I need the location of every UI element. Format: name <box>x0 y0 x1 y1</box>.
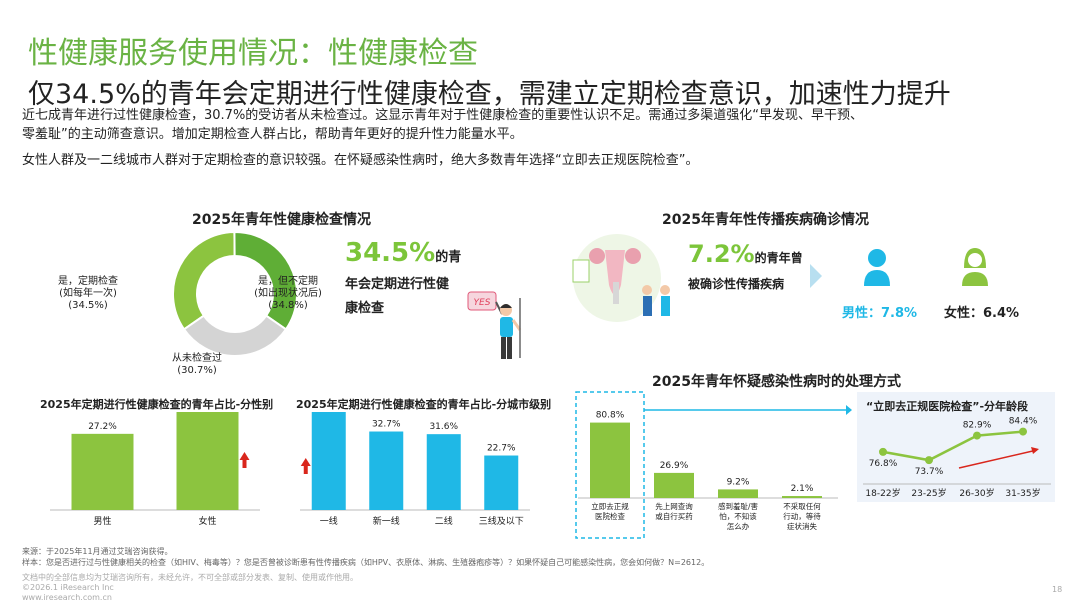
point-value-3: 84.4% <box>1009 417 1038 427</box>
std-male-value: 男性：7.8% <box>842 306 918 321</box>
donut-slice-2 <box>182 314 288 357</box>
city-chart-title: 2025年定期进行性健康检查的青年占比-分城市级别 <box>296 398 552 411</box>
point-3 <box>1019 427 1027 436</box>
point-0 <box>879 447 887 456</box>
response-chart-title: 2025年青年怀疑感染性病时的处理方式 <box>652 374 901 390</box>
bar-value-1: 26.9% <box>660 461 689 471</box>
point-value-2: 82.9% <box>963 421 992 431</box>
bar-2 <box>718 489 758 498</box>
male-icon <box>864 249 890 286</box>
bar-label-3: 三线及以下 <box>479 515 524 527</box>
callout-text-2: 年会定期进行性健 <box>345 277 450 292</box>
bar-value-3: 2.1% <box>791 484 814 494</box>
callout-text-1: 的青 <box>435 250 462 265</box>
bar-0 <box>71 433 134 510</box>
donut-label-regular: 是，定期检查 (如每年一次) (34.5%) <box>58 276 118 311</box>
trend-arrow-head-icon <box>1031 447 1039 454</box>
age-line <box>882 430 1024 462</box>
bar-2 <box>426 434 461 510</box>
age-label-1: 23-25岁 <box>911 487 946 499</box>
bar-label-3: 症状消失 <box>787 521 817 531</box>
donut-label-never: 从未检查过 (30.7%) <box>172 353 222 376</box>
chevron-right-icon <box>810 264 822 288</box>
bar-label-1: 新一线 <box>373 515 400 527</box>
bar-1 <box>654 472 694 498</box>
bar-label-1: 或自行买药 <box>655 511 693 521</box>
callout-value: 34.5% <box>345 238 436 268</box>
page-number: 18 <box>1052 585 1063 594</box>
bar-value-3: 22.7% <box>487 444 516 454</box>
bar-label-2: 怕，不知该 <box>719 511 757 521</box>
footer-sample: 样本：您是否进行过与性健康相关的检查（如HIV、梅毒等）？您是否曾被诊断患有性传… <box>22 558 710 567</box>
bar-1 <box>369 431 404 510</box>
std-value: 7.2% <box>688 240 755 268</box>
bar-label-2: 二线 <box>435 515 453 527</box>
highlight-box <box>575 391 645 539</box>
up-arrow-icon <box>239 452 250 468</box>
page-title: 性健康服务使用情况：性健康检查 <box>28 36 478 71</box>
bar-label-2: 怎么办 <box>727 521 750 531</box>
age-label-3: 31-35岁 <box>1005 487 1040 499</box>
bar-value-2: 9.2% <box>727 477 750 487</box>
person-with-sign-illustration: YES <box>467 291 522 359</box>
donut-callout: 34.5%的青 <box>345 238 461 268</box>
arrow-right-icon <box>846 405 852 415</box>
bar-label-3: 行动，等待 <box>783 511 821 521</box>
std-female-value: 女性：6.4% <box>944 306 1020 321</box>
footer-source: 来源：于2025年11月通过艾瑞咨询获得。 <box>22 547 173 556</box>
bar-0 <box>590 422 630 498</box>
point-1 <box>925 456 933 465</box>
donut-section-title: 2025年青年性健康检查情况 <box>192 212 371 228</box>
bar-value-1: 32.7% <box>372 420 401 430</box>
gender-chart-title: 2025年定期进行性健康检查的青年占比-分性别 <box>40 398 274 411</box>
bar-value-2: 31.6% <box>429 422 458 432</box>
callout-text-3: 康检查 <box>345 301 385 316</box>
age-line-chart: 76.8% 18-22岁 73.7% 23-25岁 82.9% 26-30岁 84.4% 31… <box>863 417 1051 499</box>
paragraph-3: 女性人群及一二线城市人群对于定期检查的意识较强。在怀疑感染性病时，绝大多数青年选… <box>22 153 699 168</box>
headline: 仅34.5%的青年会定期进行性健康检查，需建立定期检查意识，加速性力提升 <box>28 79 951 110</box>
point-value-1: 73.7% <box>915 467 944 477</box>
age-chart-title: “立即去正规医院检查”-分年龄段 <box>866 400 1029 413</box>
point-2 <box>973 431 981 440</box>
age-label-2: 26-30岁 <box>959 487 994 499</box>
bar-label-3: 不采取任何 <box>783 501 821 511</box>
donut-label-irregular: 是，但不定期 (如出现状况后) (34.8%) <box>254 276 322 311</box>
gender-bar-chart: 27.2%男性44.2%女性 <box>50 412 260 527</box>
trend-arrow <box>958 449 1038 469</box>
age-label-0: 18-22岁 <box>865 487 900 499</box>
sign-text: YES <box>474 298 491 308</box>
bar-label-0: 立即去正规 <box>591 501 629 511</box>
bar-label-1: 先上网查询 <box>655 501 693 511</box>
bar-value-0: 27.2% <box>88 422 117 432</box>
donut-chart <box>172 230 298 357</box>
paragraph-2: 零羞耻”的主动筛查意识。增加定期检查人群占比，帮助青年更好的提升性力能量水平。 <box>22 127 523 142</box>
bar-3 <box>484 455 519 510</box>
std-text-1: 的青年曾 <box>754 251 803 265</box>
bar-3 <box>782 496 822 498</box>
footer-note: 文档中的全部信息均为艾瑞咨询所有，未经允许，不可全部或部分发表、复制、使用或作他… <box>22 573 358 582</box>
paragraph-1: 近七成青年进行过性健康检查，30.7%的受访者从未检查过。这显示青年对于性健康检… <box>22 108 864 123</box>
bar-label-0: 一线 <box>320 515 338 527</box>
std-text-2: 被确诊性传播疾病 <box>688 277 785 291</box>
up-arrow-icon <box>300 458 311 474</box>
bar-label-2: 感到羞耻/害 <box>718 501 759 511</box>
std-callout: 7.2%的青年曾 <box>688 240 803 268</box>
medical-illustration <box>572 234 670 322</box>
bar-0 <box>311 412 346 510</box>
bar-label-1: 女性 <box>198 515 216 527</box>
footer-site: www.iresearch.com.cn <box>22 593 112 602</box>
bar-label-0: 医院检查 <box>595 511 625 521</box>
point-value-0: 76.8% <box>869 459 898 469</box>
bar-label-0: 男性 <box>93 515 111 527</box>
footer-copyright: ©2026.1 iResearch Inc <box>22 583 114 592</box>
std-section-title: 2025年青年性传播疾病确诊情况 <box>662 212 869 228</box>
bar-value-0: 80.8% <box>596 411 625 421</box>
female-icon <box>962 248 988 286</box>
bar-1 <box>176 412 239 510</box>
